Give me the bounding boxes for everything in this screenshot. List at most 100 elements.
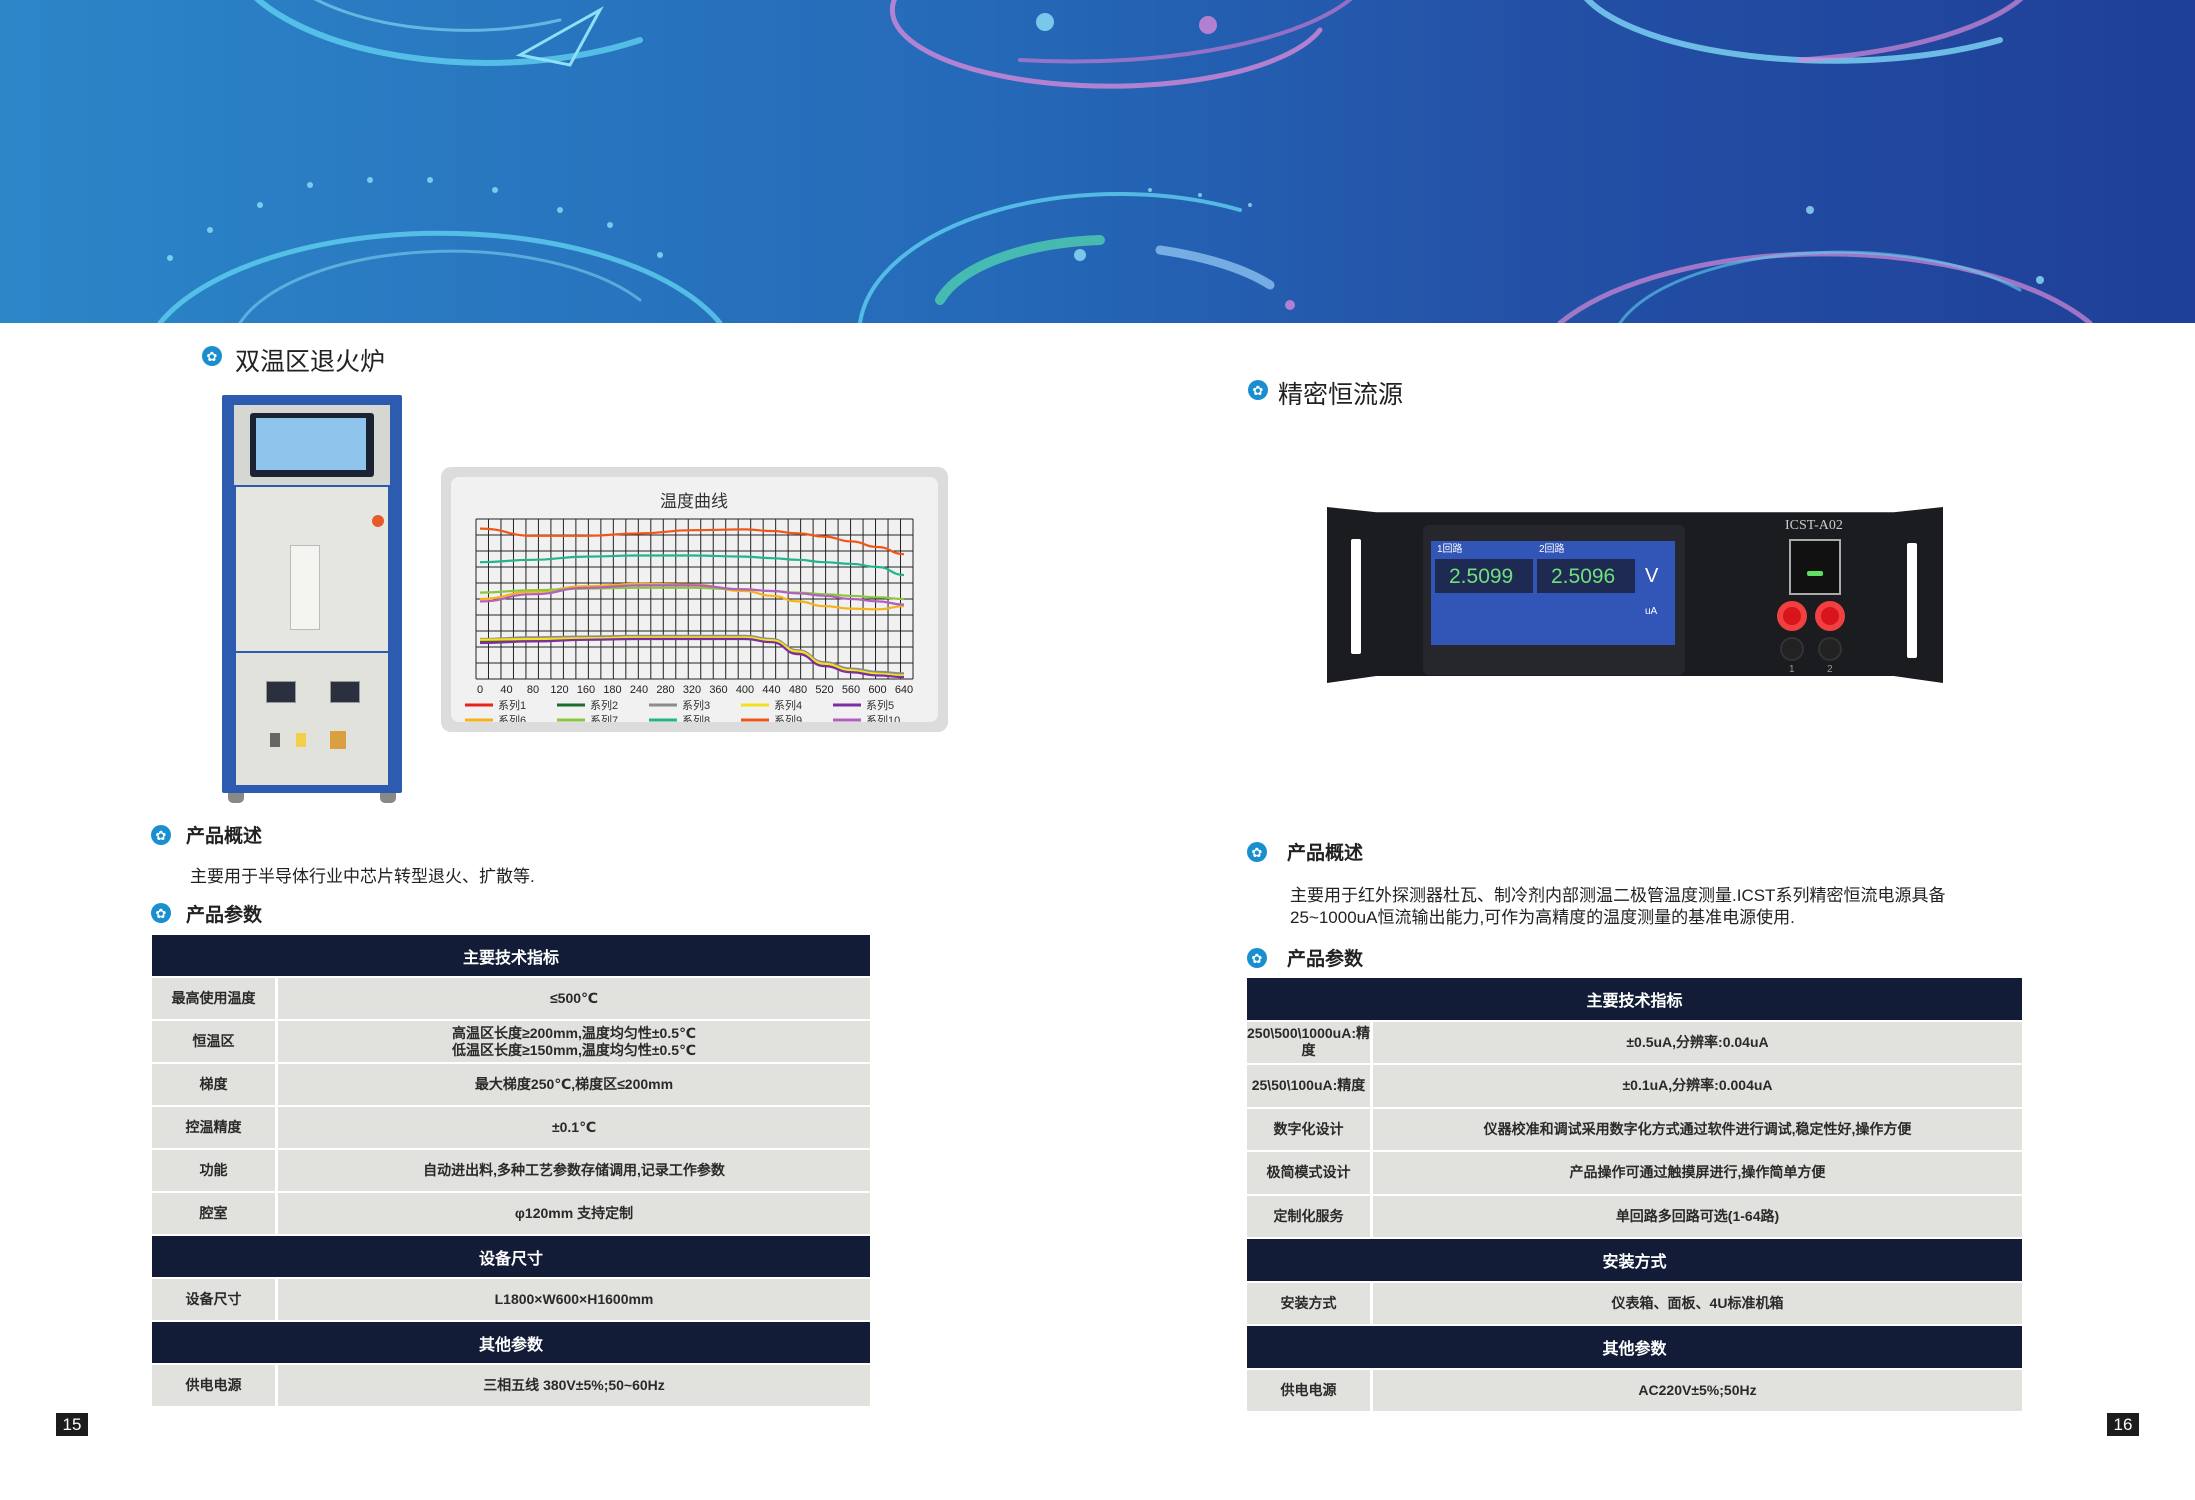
table-section-header: 主要技术指标 xyxy=(1247,978,2022,1020)
table-row: 设备尺寸 L1800×W600×H1600mm xyxy=(152,1279,870,1320)
series-line-系列9 xyxy=(479,527,905,556)
overview-heading: 产品概述 xyxy=(186,826,263,847)
chart-grid xyxy=(475,518,914,680)
table-row: 供电电源 三相五线 380V±5%;50~60Hz xyxy=(152,1365,870,1406)
channel1-value: 2.5099 xyxy=(1449,565,1514,588)
channel2-value: 2.5096 xyxy=(1551,565,1616,588)
param-label: 梯度 xyxy=(152,1064,275,1105)
param-label: 25\50\100uA:精度 xyxy=(1247,1065,1370,1107)
chart-svg: 温度曲线 0 40 80 120 160 180 240 280 320 360 400 440 480… xyxy=(465,492,914,722)
legend-label: 系列5 xyxy=(866,698,894,712)
chart-legend: 系列1 系列2 系列3 系列4 系列5 系列6 系列7 系列8 系列9 系列10 xyxy=(465,698,900,722)
section-bullet-icon: ✿ xyxy=(1247,948,1267,968)
chart-series xyxy=(479,527,905,679)
table-row: 极简模式设计 产品操作可通过触摸屏进行,操作简单方便 xyxy=(1247,1152,2022,1194)
param-value: 最大梯度250℃,梯度区≤200mm xyxy=(278,1064,870,1105)
legend-label: 系列6 xyxy=(498,713,526,722)
port2-label: 2 xyxy=(1827,664,1833,675)
chart-title: 温度曲线 xyxy=(660,492,728,511)
table-row: 梯度 最大梯度250℃,梯度区≤200mm xyxy=(152,1064,870,1105)
legend-label: 系列9 xyxy=(774,713,802,722)
param-label: 恒温区 xyxy=(152,1021,275,1062)
table-row: 控温精度 ±0.1℃ xyxy=(152,1107,870,1148)
x-tick-label: 600 xyxy=(868,684,886,696)
param-value: 高温区长度≥200mm,温度均匀性±0.5℃ 低温区长度≥150mm,温度均匀性±… xyxy=(278,1021,870,1062)
param-label: 供电电源 xyxy=(1247,1369,1370,1411)
x-tick-label: 40 xyxy=(500,684,512,696)
param-value: ±0.5uA,分辨率:0.04uA xyxy=(1373,1021,2022,1063)
unit2-label: uA xyxy=(1645,606,1658,617)
param-label: 安装方式 xyxy=(1247,1282,1370,1324)
x-tick-label: 560 xyxy=(842,684,860,696)
param-value: 仪表箱、面板、4U标准机箱 xyxy=(1373,1282,2022,1324)
port1-label: 1 xyxy=(1789,664,1795,675)
param-label: 定制化服务 xyxy=(1247,1195,1370,1237)
legend-label: 系列8 xyxy=(682,713,710,722)
param-value: 仪器校准和调试采用数字化方式通过软件进行调试,稳定性好,操作方便 xyxy=(1373,1108,2022,1150)
model-label: ICST-A02 xyxy=(1785,518,1843,533)
series-line-系列5 xyxy=(479,637,905,679)
section-bullet-icon: ✿ xyxy=(1248,380,1268,400)
param-value: 单回路多回路可选(1-64路) xyxy=(1373,1195,2022,1237)
table-row: 功能 自动进出料,多种工艺参数存储调用,记录工作参数 xyxy=(152,1150,870,1191)
legend-label: 系列4 xyxy=(774,698,802,712)
table-row: 定制化服务 单回路多回路可选(1-64路) xyxy=(1247,1195,2022,1237)
table-row: 25\50\100uA:精度 ±0.1uA,分辨率:0.004uA xyxy=(1247,1065,2022,1107)
series-line-系列10 xyxy=(479,584,905,606)
series-line-系列8 xyxy=(479,554,905,577)
param-label: 250\500\1000uA:精度 xyxy=(1247,1021,1370,1063)
header-banner xyxy=(0,0,2195,323)
series-line-系列4 xyxy=(479,636,905,677)
page-number: 16 xyxy=(2107,1413,2139,1436)
section-bullet-icon: ✿ xyxy=(151,825,171,845)
param-label: 供电电源 xyxy=(152,1365,275,1406)
param-label: 最高使用温度 xyxy=(152,978,275,1019)
page-number: 15 xyxy=(56,1413,88,1436)
params-heading: 产品参数 xyxy=(1287,949,1364,970)
annealing-furnace-image xyxy=(222,395,402,805)
x-tick-label: 400 xyxy=(736,684,754,696)
param-value: ±0.1℃ xyxy=(278,1107,870,1148)
series-line-系列3 xyxy=(479,634,905,675)
channel2-label: 2回路 xyxy=(1539,544,1565,555)
legend-label: 系列10 xyxy=(866,713,900,722)
product-title: 精密恒流源 xyxy=(1278,381,1404,409)
x-tick-label: 160 xyxy=(577,684,595,696)
banner-decoration xyxy=(157,0,2093,323)
param-value: ≤500℃ xyxy=(278,978,870,1019)
section-bullet-icon: ✿ xyxy=(151,903,171,923)
x-tick-label: 0 xyxy=(477,684,483,696)
chart-x-ticks: 0 40 80 120 160 180 240 280 320 360 400 440 480 520 56… xyxy=(477,684,913,696)
table-row: 腔室 φ120mm 支持定制 xyxy=(152,1193,870,1234)
legend-label: 系列3 xyxy=(682,698,710,712)
x-tick-label: 320 xyxy=(683,684,701,696)
overview-text-line-2: 25~1000uA恒流输出能力,可作为高精度的温度测量的基准电源使用. xyxy=(1290,908,1795,927)
legend-label: 系列7 xyxy=(590,713,618,722)
section-bullet-icon: ✿ xyxy=(202,346,222,366)
param-value: ±0.1uA,分辨率:0.004uA xyxy=(1373,1065,2022,1107)
table-section-header: 设备尺寸 xyxy=(152,1236,870,1277)
x-tick-label: 520 xyxy=(815,684,833,696)
current-source-image: 1回路 2回路 2.5099 2.5096 V uA ICST-A02 1 2 xyxy=(1327,503,1943,683)
table-row: 安装方式 仪表箱、面板、4U标准机箱 xyxy=(1247,1282,2022,1324)
overview-heading: 产品概述 xyxy=(1287,843,1364,864)
legend-label: 系列1 xyxy=(498,698,526,712)
product-title: 双温区退火炉 xyxy=(235,348,386,376)
table-row: 最高使用温度 ≤500℃ xyxy=(152,978,870,1019)
x-tick-label: 80 xyxy=(527,684,539,696)
section-bullet-icon: ✿ xyxy=(1247,842,1267,862)
x-tick-label: 240 xyxy=(630,684,648,696)
param-label: 控温精度 xyxy=(152,1107,275,1148)
params-heading: 产品参数 xyxy=(186,905,263,926)
param-label: 设备尺寸 xyxy=(152,1279,275,1320)
param-label: 腔室 xyxy=(152,1193,275,1234)
x-tick-label: 120 xyxy=(550,684,568,696)
param-value: L1800×W600×H1600mm xyxy=(278,1279,870,1320)
param-value: AC220V±5%;50Hz xyxy=(1373,1369,2022,1411)
x-tick-label: 440 xyxy=(762,684,780,696)
x-tick-label: 360 xyxy=(709,684,727,696)
unit-label: V xyxy=(1645,565,1659,587)
x-tick-label: 180 xyxy=(603,684,621,696)
param-label: 功能 xyxy=(152,1150,275,1191)
table-section-header: 其他参数 xyxy=(152,1322,870,1363)
